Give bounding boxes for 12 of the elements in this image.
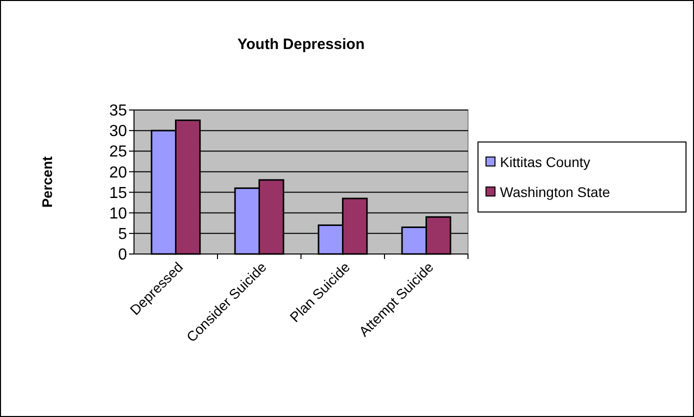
y-tick-label: 20 [109,164,128,182]
y-axis-title: Percent [39,156,55,208]
y-tick-label: 25 [109,144,128,161]
legend-label: Washington State [500,184,610,200]
chart-title: Youth Depression [237,36,365,53]
y-tick-label: 35 [109,102,128,120]
y-tick-label: 30 [109,123,128,140]
y-tick-label: 5 [118,226,128,244]
legend-label: Kittitas County [500,154,590,170]
y-tick-label: 0 [118,246,128,264]
y-tick-label: 10 [109,205,128,222]
y-tick-label: 15 [109,184,128,202]
